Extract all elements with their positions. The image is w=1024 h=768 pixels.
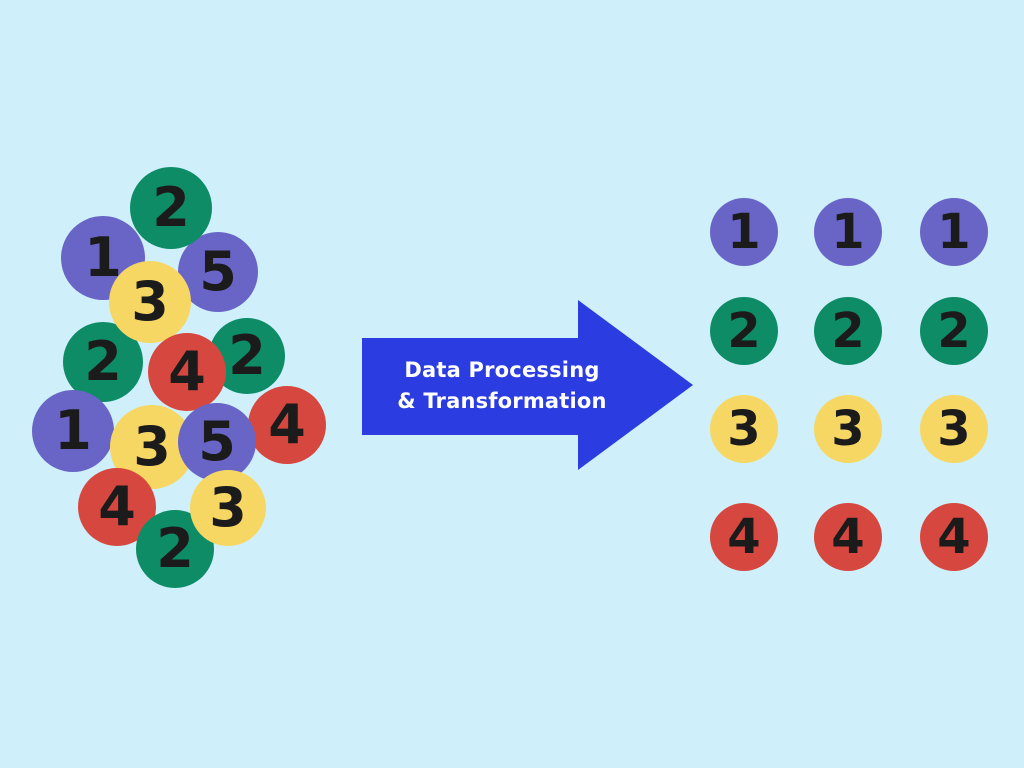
grid-circle: 2 [814, 297, 882, 365]
cluster-circle: 1 [32, 390, 114, 472]
grid-circle: 2 [710, 297, 778, 365]
cluster-circle: 5 [178, 403, 256, 481]
grid-circle: 4 [920, 503, 988, 571]
arrow-label-line2: & Transformation [397, 389, 607, 413]
grid-circle: 3 [814, 395, 882, 463]
grid-circle: 1 [920, 198, 988, 266]
grid-circle: 4 [814, 503, 882, 571]
grid-circle: 3 [920, 395, 988, 463]
arrow-label-line1: Data Processing [404, 358, 600, 382]
arrow-label: Data Processing & Transformation [368, 355, 636, 417]
grid-circle: 1 [814, 198, 882, 266]
cluster-circle: 5 [178, 232, 258, 312]
cluster-circle: 2 [130, 167, 212, 249]
grid-circle: 1 [710, 198, 778, 266]
cluster-circle: 2 [136, 510, 214, 588]
cluster-circle: 3 [190, 470, 266, 546]
arrow-shape [362, 300, 693, 470]
cluster-circle: 4 [248, 386, 326, 464]
grid-circle: 3 [710, 395, 778, 463]
grid-circle: 2 [920, 297, 988, 365]
grid-circle: 4 [710, 503, 778, 571]
cluster-circle: 4 [148, 333, 226, 411]
cluster-circle: 3 [109, 261, 191, 343]
